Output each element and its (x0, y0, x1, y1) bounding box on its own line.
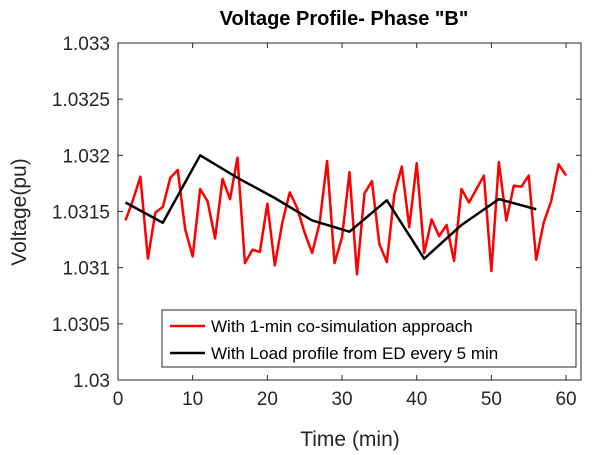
legend-label-ed-5min: With Load profile from ED every 5 min (211, 344, 498, 363)
x-tick-label: 40 (406, 389, 427, 410)
y-tick-label: 1.0325 (52, 90, 110, 111)
axis-ticks (117, 42, 581, 381)
x-axis-label: Time (min) (300, 428, 400, 451)
legend-label-1min: With 1-min co-simulation approach (211, 317, 473, 336)
x-tick-label: 50 (481, 389, 502, 410)
series-lines (124, 154, 568, 276)
x-tick-label: 30 (331, 389, 352, 410)
y-tick-label: 1.031 (62, 259, 110, 280)
series-line-ed-5min (124, 154, 537, 260)
legend: With 1-min co-simulation approach With L… (161, 309, 577, 368)
y-tick-label: 1.0315 (52, 203, 110, 224)
series-line-1min-cosim (124, 156, 568, 276)
x-tick-label: 60 (555, 389, 576, 410)
y-axis-label: Voltage(pu) (8, 158, 31, 265)
x-tick-label: 10 (182, 389, 203, 410)
y-tick-label: 1.032 (62, 146, 110, 167)
axis-tick-labels: 0 10 20 30 40 50 60 1.03 1.0305 1.031 1.0315 1.032 1… (52, 34, 577, 410)
x-tick-label: 20 (257, 389, 278, 410)
y-tick-label: 1.03 (73, 371, 110, 392)
legend-box (161, 309, 577, 368)
x-tick-label: 0 (113, 389, 124, 410)
chart-title: Voltage Profile- Phase "B" (220, 8, 469, 30)
y-tick-label: 1.033 (62, 34, 110, 55)
y-tick-label: 1.0305 (52, 315, 110, 336)
